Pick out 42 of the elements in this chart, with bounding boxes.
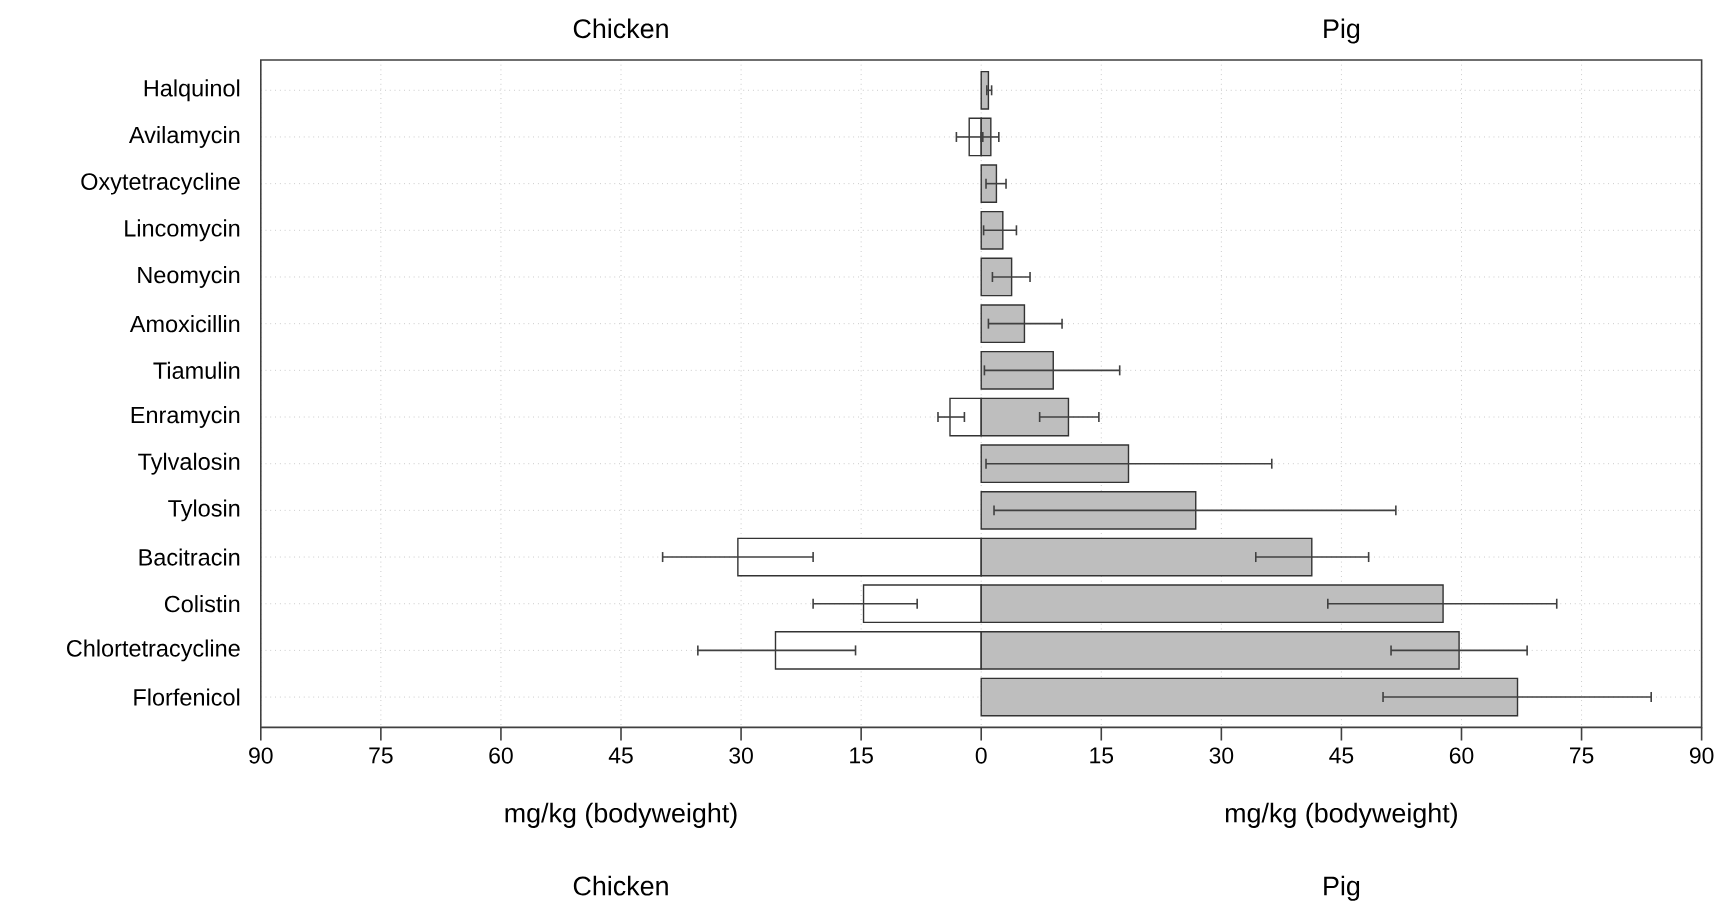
y-tick-label: Neomycin: [138, 265, 240, 288]
x-tick-label: 0: [975, 747, 987, 764]
x-tick-label: 15: [850, 747, 873, 764]
y-tick-label: Oxytetracycline: [81, 172, 240, 195]
bar: [980, 444, 1130, 483]
bar: [980, 304, 1026, 343]
y-tick-label: Colistin: [164, 594, 240, 613]
x-tick-label: 90: [249, 747, 273, 764]
x-tick-label: 45: [1329, 747, 1354, 764]
y-tick-label: Florfenicol: [134, 688, 240, 706]
bar: [980, 70, 990, 110]
y-tick-label: Lincomycin: [125, 219, 240, 242]
bar: [980, 164, 998, 203]
bar: [980, 677, 1519, 717]
x-tick-label: 45: [608, 747, 633, 764]
y-tick-label: Tylosin: [168, 499, 240, 522]
x-tick-label: 75: [1570, 747, 1594, 764]
text: Chicken: [573, 875, 668, 896]
bar: [980, 490, 1197, 530]
y-tick-label: Tiamulin: [153, 361, 240, 379]
y-tick-label: Avilamycin: [128, 125, 240, 148]
text: Pig: [1324, 875, 1360, 901]
x-tick-label: 30: [1209, 747, 1234, 764]
x-tick-label: 60: [1449, 747, 1474, 764]
bar: [980, 350, 1054, 390]
bar: [980, 257, 1013, 297]
x-tick-label: 60: [489, 747, 513, 764]
bar: [980, 210, 1004, 250]
text: Pig: [1324, 18, 1360, 44]
text: mg/kg (bodyweight): [1225, 802, 1457, 828]
y-tick-label: Bacitracin: [139, 548, 240, 566]
y-tick-label: Chlortetracycline: [67, 639, 240, 662]
y-tick-label: Amoxicillin: [129, 314, 240, 333]
x-tick-label: 30: [729, 747, 753, 764]
x-tick-label: 75: [369, 747, 393, 764]
y-tick-label: Enramycin: [131, 405, 240, 428]
y-tick-label: Halquinol: [144, 79, 240, 102]
x-tick-label: 90: [1689, 747, 1714, 764]
y-tick-label: Tylvalosin: [138, 452, 240, 475]
text: Chicken: [573, 18, 668, 39]
x-tick-label: 15: [1090, 747, 1114, 764]
x-axis-title: mg/kg (bodyweight): [505, 802, 737, 828]
